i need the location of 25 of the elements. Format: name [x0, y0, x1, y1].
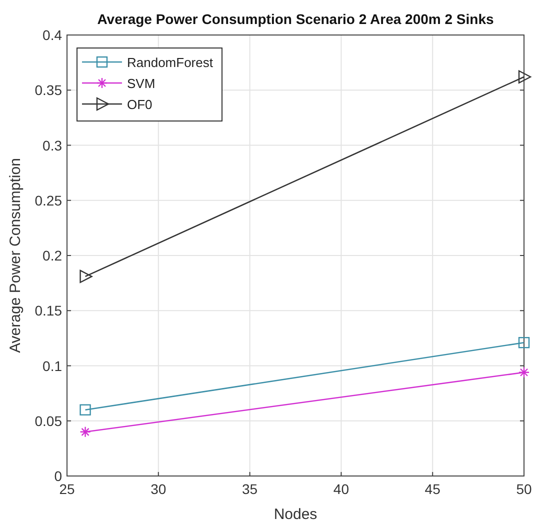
y-tick-label: 0.3 — [42, 137, 62, 154]
x-tick-label: 30 — [150, 481, 166, 497]
point — [80, 426, 91, 438]
point — [518, 337, 530, 348]
legend-label: RandomForest — [127, 55, 214, 70]
y-tick-label: 0.15 — [34, 302, 62, 319]
x-tick-label: 25 — [59, 481, 75, 497]
y-tick-label: 0.4 — [42, 27, 62, 43]
y-tick-label: 0 — [54, 468, 62, 484]
y-tick-label: 0.2 — [42, 248, 62, 264]
y-tick-label: 0.25 — [34, 192, 62, 208]
point — [80, 404, 91, 416]
y-tick-label: 0.05 — [34, 412, 62, 429]
x-axis-title: Nodes — [274, 506, 318, 523]
y-axis-title: Average Power Consumption — [7, 158, 24, 353]
legend-label: SVM — [127, 76, 156, 91]
legend-label: OF0 — [127, 97, 152, 112]
x-tick-label: 45 — [424, 481, 441, 497]
point — [518, 366, 530, 378]
chart-title: Average Power Consumption Scenario 2 Area 200m 2 Sinks — [97, 11, 494, 27]
y-tick-label: 0.1 — [42, 358, 62, 374]
x-tick-label: 35 — [242, 481, 258, 497]
y-tick-label: 0.35 — [34, 82, 62, 98]
x-tick-label: 50 — [516, 481, 532, 497]
x-tick-label: 40 — [333, 481, 350, 497]
